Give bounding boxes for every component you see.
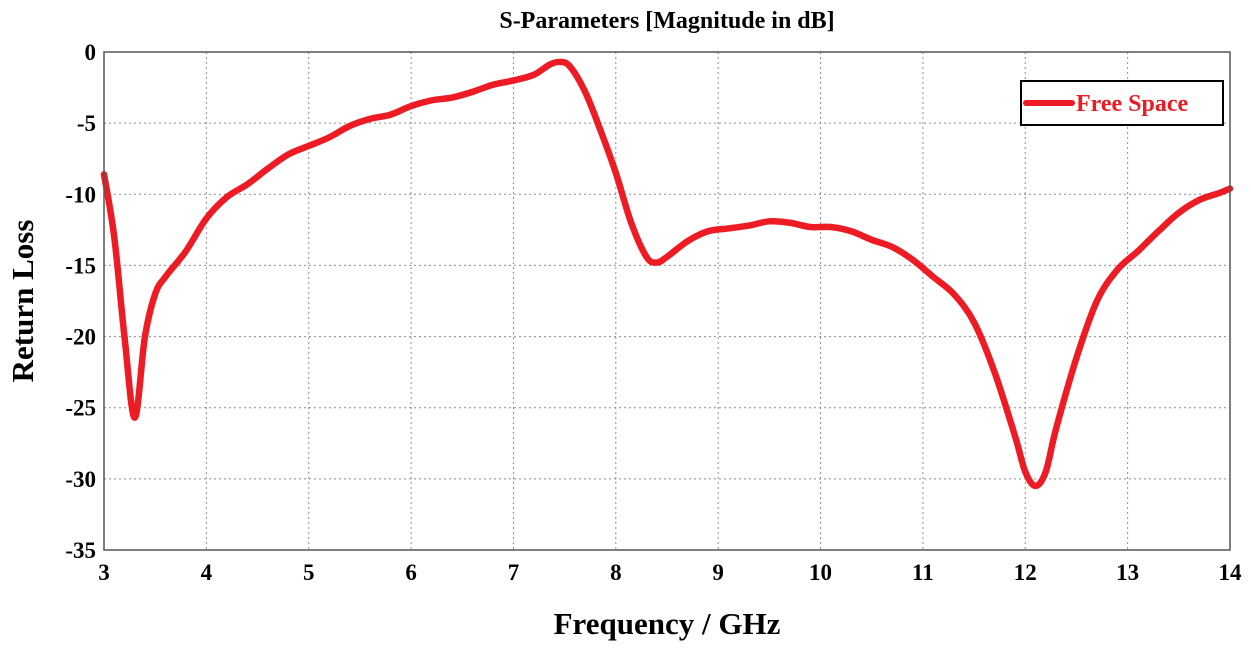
x-tick-label: 7 [508,560,520,585]
grid [103,51,1231,551]
tick-labels: 3 4 5 6 7 8 9 10 11 12 13 14 0 -5 -10 -15 -20 -25 -30 -35 [65,40,1242,585]
legend: Free Space [1020,80,1224,126]
y-tick-label: 0 [85,40,97,65]
y-tick-label: -30 [65,467,96,492]
y-tick-label: -20 [65,325,96,350]
y-tick-label: -10 [65,182,96,207]
y-tick-label: -35 [65,538,96,563]
series-layer [100,58,1234,490]
x-tick-label: 8 [610,560,622,585]
x-tick-label: 12 [1014,560,1037,585]
x-tick-label: 13 [1116,560,1139,585]
y-tick-label: -5 [77,111,96,136]
series-line-free-space [100,58,1234,490]
legend-label-free-space: Free Space [1076,91,1189,117]
x-tick-label: 5 [303,560,315,585]
chart-title: S-Parameters [Magnitude in dB] [499,8,834,34]
x-axis-label: Frequency / GHz [554,606,781,641]
x-tick-label: 6 [405,560,417,585]
y-axis-label: Return Loss [5,220,40,383]
x-tick-label: 14 [1219,560,1243,585]
x-tick-label: 4 [201,560,213,585]
plot-frame [103,51,1231,551]
y-tick-label: -25 [65,396,96,421]
y-tick-label: -15 [65,253,96,278]
x-tick-label: 9 [712,560,724,585]
x-tick-label: 3 [98,560,110,585]
x-tick-label: 11 [912,560,934,585]
x-tick-label: 10 [809,560,832,585]
